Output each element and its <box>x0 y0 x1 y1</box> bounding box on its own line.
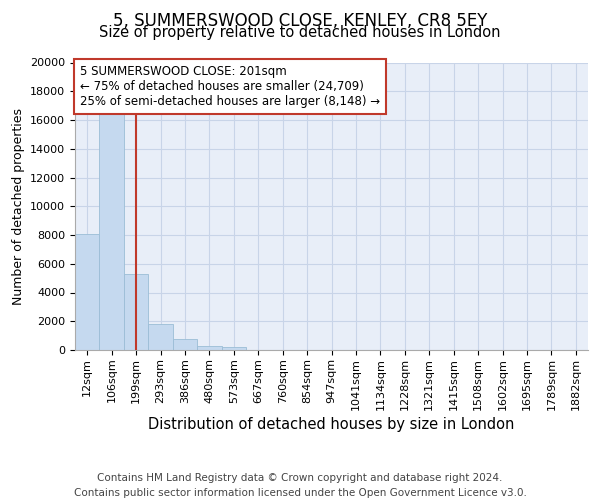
X-axis label: Distribution of detached houses by size in London: Distribution of detached houses by size … <box>148 416 515 432</box>
Bar <box>197 346 221 350</box>
Bar <box>173 339 197 350</box>
Bar <box>221 347 246 350</box>
Text: Size of property relative to detached houses in London: Size of property relative to detached ho… <box>99 25 501 40</box>
Y-axis label: Number of detached properties: Number of detached properties <box>11 108 25 304</box>
Bar <box>100 113 124 350</box>
Text: 5, SUMMERSWOOD CLOSE, KENLEY, CR8 5EY: 5, SUMMERSWOOD CLOSE, KENLEY, CR8 5EY <box>113 12 487 30</box>
Bar <box>75 234 100 350</box>
Text: 5 SUMMERSWOOD CLOSE: 201sqm
← 75% of detached houses are smaller (24,709)
25% of: 5 SUMMERSWOOD CLOSE: 201sqm ← 75% of det… <box>80 66 380 108</box>
Bar <box>148 324 173 350</box>
Bar <box>124 274 148 350</box>
Text: Contains HM Land Registry data © Crown copyright and database right 2024.
Contai: Contains HM Land Registry data © Crown c… <box>74 472 526 498</box>
